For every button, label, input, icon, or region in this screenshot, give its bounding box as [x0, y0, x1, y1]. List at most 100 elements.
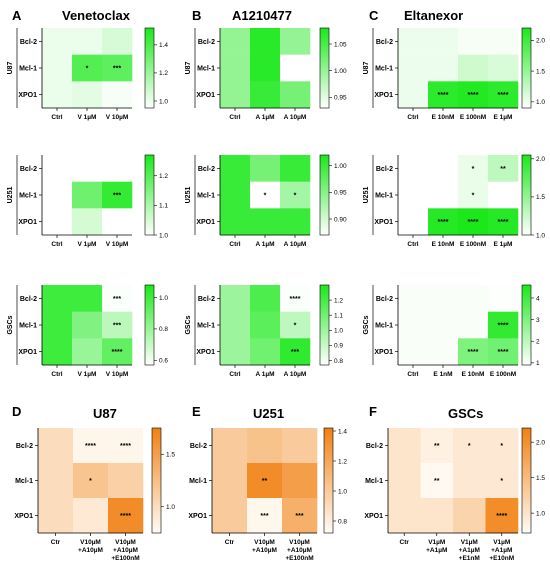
- column-label: V10µM +A10µM +E100nM: [285, 539, 313, 562]
- heatmap-cell: [220, 181, 251, 209]
- row-label: Bcl-2: [376, 39, 393, 46]
- column-label: V 10µM: [106, 114, 129, 121]
- heatmap-cell: [428, 311, 459, 339]
- row-label: XPO1: [374, 92, 393, 99]
- significance-label: ****: [85, 443, 96, 450]
- significance-label: ***: [113, 66, 121, 73]
- heatmap-cell: [102, 155, 133, 182]
- heatmap-cell: [212, 498, 248, 534]
- row-label: Mcl-1: [189, 478, 207, 485]
- heatmap-cell: [72, 208, 103, 236]
- significance-label: ***: [260, 513, 268, 520]
- significance-label: *: [86, 66, 89, 73]
- significance-label: ****: [120, 443, 131, 450]
- row-label: Mcl-1: [375, 323, 393, 330]
- significance-label: ****: [468, 349, 479, 356]
- column-label: E 1µM: [494, 241, 513, 248]
- column-label: Ctr: [225, 539, 235, 546]
- heatmap-cell: [458, 181, 489, 209]
- colorbar-tick-label: 2.0: [536, 439, 545, 446]
- column-label: V 1µM: [78, 371, 97, 378]
- row-label: XPO1: [196, 92, 215, 99]
- colorbar-tick-label: 1.4: [338, 428, 347, 435]
- heatmap-cell: [420, 498, 454, 534]
- heatmap-cell: [42, 54, 73, 82]
- panel-C-heading: C Eltanexor: [369, 8, 463, 23]
- heatmap-cell: [282, 498, 318, 534]
- row-label: XPO1: [374, 219, 393, 226]
- column-label: A 10µM: [284, 371, 307, 378]
- colorbar-tick-label: 1.00: [334, 163, 347, 170]
- significance-label: *: [472, 193, 475, 200]
- colorbar-tick-label: 0.95: [334, 190, 347, 197]
- column-label: V1µM +A1µM: [426, 539, 447, 554]
- heatmap-cell: [72, 285, 103, 312]
- row-label: XPO1: [364, 513, 383, 520]
- heatmap-cell: [42, 181, 73, 209]
- heatmap-cell: [220, 155, 251, 182]
- heatmap-cell: [488, 285, 519, 312]
- column-label: E 100nM: [460, 114, 486, 121]
- colorbar-tick-label: 1.1: [334, 312, 343, 319]
- column-label: E 10nM: [432, 241, 455, 248]
- row-label: XPO1: [196, 219, 215, 226]
- row-label: Bcl-2: [198, 296, 215, 303]
- column-label: E 10nM: [462, 371, 485, 378]
- column-label: V 1µM: [78, 114, 97, 121]
- heatmap-cell: [488, 28, 519, 55]
- heatmap-cell: [38, 428, 74, 464]
- significance-label: **: [262, 478, 268, 485]
- heatmap-cell: [420, 463, 454, 499]
- heatmap-cell: [280, 181, 311, 209]
- heatmap-cell: [280, 28, 311, 55]
- row-label: Mcl-1: [375, 193, 393, 200]
- heatmap-cell: [420, 428, 454, 464]
- heatmap-cell: [453, 463, 486, 499]
- heatmap-cell: [72, 338, 103, 366]
- colorbar-tick-label: 0.6: [159, 358, 168, 365]
- column-label: A 10µM: [284, 114, 307, 121]
- heatmap-cell: [247, 428, 283, 464]
- heatmap-cell: [488, 81, 519, 109]
- row-label: XPO1: [196, 349, 215, 356]
- row-label: XPO1: [14, 513, 33, 520]
- heatmap-cell: [398, 54, 429, 82]
- significance-label: ****: [112, 349, 123, 356]
- colorbar-tick-label: 1.4: [159, 42, 168, 49]
- row-label: Bcl-2: [198, 39, 215, 46]
- colorbar-tick-label: 1.0: [159, 98, 168, 105]
- row-label: Mcl-1: [19, 193, 37, 200]
- heatmap-cell: [72, 81, 103, 109]
- heatmap-cell: [485, 428, 519, 464]
- heatmap-cell: [220, 54, 251, 82]
- row-label: XPO1: [18, 349, 37, 356]
- heatmap-cell: [212, 428, 248, 464]
- colorbar: [144, 27, 155, 109]
- heatmap-C-U87: **** **** **** Bcl-2 Mcl-1 XPO1 Ctrl E 10nM E 10…: [363, 27, 545, 121]
- heatmap-cell: [388, 498, 421, 534]
- significance-label: *: [468, 443, 471, 450]
- colorbar-tick-label: 1.0: [159, 232, 168, 239]
- column-label: Ctrl: [407, 371, 418, 378]
- heatmap-cell: [102, 338, 133, 366]
- panel-letter-A: A: [12, 8, 22, 23]
- heatmap-cell: [428, 181, 459, 209]
- panel-letter-F: F: [369, 404, 377, 419]
- heatmap-cell: [453, 498, 486, 534]
- colorbar-tick-label: 0.90: [334, 216, 347, 223]
- heatmap-A-U251: *** Bcl-2 Mcl-1 XPO1 Ctrl V 1µM V 10µM U251 1.0 1…: [7, 154, 168, 248]
- heatmap-cell: [247, 498, 283, 534]
- colorbar-tick-label: 1.0: [338, 488, 347, 495]
- heatmap-B-U251: * * Bcl-2 Mcl-1 XPO1 Ctrl A 1µM A 10µM U251 0.90 0…: [185, 154, 347, 248]
- panel-letter-E: E: [192, 404, 201, 419]
- significance-label: ****: [438, 219, 449, 226]
- heatmap-cell: [488, 155, 519, 182]
- heatmap-cell: [102, 208, 133, 236]
- column-label: A 1µM: [255, 114, 274, 121]
- heatmap-cell: [108, 463, 144, 499]
- heatmap-cell: [42, 155, 73, 182]
- column-label: Ctrl: [51, 114, 62, 121]
